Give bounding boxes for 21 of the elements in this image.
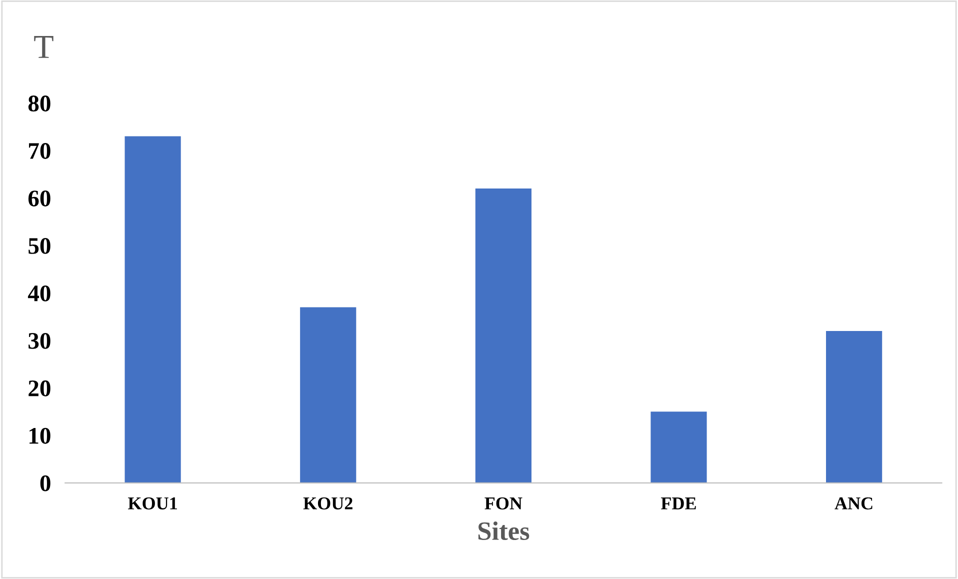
x-tick-label: FON (484, 497, 522, 510)
x-axis-title: Sites (478, 521, 530, 540)
y-tick-label: 10 (30, 428, 50, 444)
y-tick-label: 70 (28, 143, 50, 159)
x-tick-label: FDE (660, 497, 696, 510)
bar (475, 188, 532, 483)
x-tick-label: KOU1 (128, 497, 177, 510)
y-axis-title: T (34, 36, 54, 58)
x-tick-label: ANC (834, 497, 872, 510)
y-tick-label: 0 (40, 475, 50, 492)
y-tick-label: 40 (28, 285, 50, 302)
bar (826, 330, 882, 483)
y-tick-label: 50 (28, 238, 50, 254)
bar (124, 136, 181, 483)
y-tick-label: 80 (28, 96, 50, 112)
bar (650, 412, 707, 483)
y-tick-label: 60 (28, 190, 50, 206)
y-tick-label: 30 (28, 332, 50, 349)
x-tick-label: KOU2 (303, 497, 352, 510)
y-tick-label: 20 (28, 380, 50, 396)
bar (300, 307, 356, 483)
